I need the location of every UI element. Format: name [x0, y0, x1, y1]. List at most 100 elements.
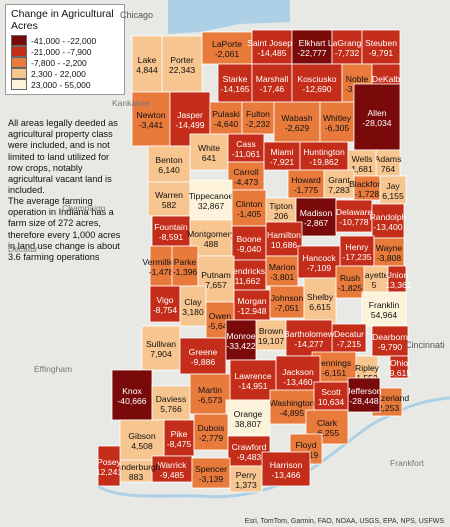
county-hancock[interactable]: Hancock-7,109: [297, 245, 341, 279]
county-marion[interactable]: Marion-3,801: [265, 255, 299, 287]
county-monroe[interactable]: Monroe-33,422: [225, 319, 257, 361]
county-lawrence[interactable]: Lawrence-14,951: [229, 359, 277, 401]
county-wayne[interactable]: Wayne-3,808: [373, 237, 405, 267]
county-fulton[interactable]: Fulton-2,232: [241, 101, 275, 135]
county-martin[interactable]: Martin-6,573: [189, 373, 231, 415]
county-shape[interactable]: [265, 255, 299, 287]
county-pike[interactable]: Pike-8,475: [163, 419, 195, 457]
county-marshall[interactable]: Marshall-17,46: [251, 63, 293, 103]
county-newton[interactable]: Newton-3,441: [131, 91, 171, 147]
county-shape[interactable]: [291, 63, 343, 103]
county-shape[interactable]: [287, 169, 325, 199]
county-wabash[interactable]: Wabash-2,629: [273, 101, 321, 143]
county-howard[interactable]: Howard-1,775: [287, 169, 325, 199]
county-shape[interactable]: [111, 369, 153, 421]
county-shape[interactable]: [389, 355, 409, 379]
county-laporte[interactable]: LaPorte-2,061: [201, 31, 253, 65]
county-shape[interactable]: [151, 455, 193, 483]
county-spencer[interactable]: Spencer-3,139: [191, 457, 231, 489]
county-shape[interactable]: [269, 285, 305, 319]
county-kosciusko[interactable]: Kosciusko-12,690: [291, 63, 343, 103]
county-shape[interactable]: [319, 101, 355, 143]
county-delaware[interactable]: Delaware-10,778: [335, 199, 373, 233]
county-jefferson[interactable]: Jefferson-28,448: [346, 377, 382, 413]
county-vigo[interactable]: Vigo-8,754: [149, 285, 181, 323]
county-elkhart[interactable]: Elkhart-22,777: [291, 29, 333, 65]
county-shape[interactable]: [231, 225, 267, 261]
county-madison[interactable]: Madison-2,867: [295, 197, 337, 237]
county-dubois[interactable]: Dubois-2,779: [193, 413, 229, 451]
county-shape[interactable]: [331, 323, 367, 353]
county-shape[interactable]: [297, 245, 341, 279]
county-blackford[interactable]: Blackford-1,728: [349, 175, 385, 201]
county-shape[interactable]: [131, 35, 163, 93]
county-ohio[interactable]: Ohio-9,615: [387, 355, 412, 379]
county-shape[interactable]: [119, 419, 165, 461]
county-shape[interactable]: [241, 101, 275, 135]
county-whitley[interactable]: Whitley-6,305: [319, 101, 355, 143]
county-shape[interactable]: [189, 133, 229, 171]
county-shape[interactable]: [295, 197, 337, 237]
county-shape[interactable]: [191, 457, 231, 489]
county-shape[interactable]: [361, 291, 407, 327]
county-shape[interactable]: [313, 381, 349, 411]
county-miami[interactable]: Miami-7,921: [263, 141, 301, 171]
county-shape[interactable]: [265, 221, 303, 257]
county-shape[interactable]: [251, 63, 293, 103]
county-starke[interactable]: Starke-14,165: [217, 63, 253, 103]
county-shape[interactable]: [193, 413, 229, 451]
county-decatur[interactable]: Decatur-7,215: [331, 323, 367, 353]
county-rush[interactable]: Rush-1,825: [335, 265, 365, 299]
county-shape[interactable]: [147, 145, 191, 183]
county-henry[interactable]: Henry-17,235: [339, 235, 375, 267]
county-shape[interactable]: [201, 31, 253, 65]
county-steuben[interactable]: Steuben-9,791: [361, 29, 401, 65]
county-shape[interactable]: [179, 337, 227, 375]
county-jackson[interactable]: Jackson-13,460: [275, 355, 321, 397]
county-harrison[interactable]: Harrison-13,466: [261, 451, 311, 487]
county-shape[interactable]: [275, 355, 321, 397]
county-clinton[interactable]: Clinton-1,405: [231, 189, 267, 227]
county-shape[interactable]: [97, 445, 121, 487]
county-shape[interactable]: [335, 199, 373, 233]
county-shape[interactable]: [255, 319, 287, 351]
county-union[interactable]: Union-13,361: [382, 265, 412, 293]
county-shape[interactable]: [141, 325, 181, 371]
county-shape[interactable]: [229, 465, 263, 493]
county-shape[interactable]: [303, 277, 337, 325]
county-parke[interactable]: Parke-1,396: [171, 245, 199, 287]
county-allen[interactable]: Allen-28,034: [353, 83, 401, 151]
county-greene[interactable]: Greene-9,886: [179, 337, 227, 375]
county-shape[interactable]: [265, 197, 297, 223]
county-fountain[interactable]: Fountain-8,591: [151, 215, 191, 247]
county-shape[interactable]: [347, 377, 381, 413]
county-huntington[interactable]: Huntington-19,862: [299, 141, 349, 171]
county-warrick[interactable]: Warrick-9,485: [151, 455, 193, 483]
county-johnson[interactable]: Johnson-7,051: [269, 285, 305, 319]
county-knox[interactable]: Knox-40,666: [111, 369, 153, 421]
county-carroll[interactable]: Carroll-4,473: [227, 161, 265, 191]
county-cass[interactable]: Cass-11,061: [227, 133, 265, 163]
county-bartholomew[interactable]: Bartholomew-14,277: [284, 319, 335, 357]
county-shape[interactable]: [149, 285, 181, 323]
county-dearborn[interactable]: Dearborn-9,790: [371, 325, 409, 357]
county-boone[interactable]: Boone-9,040: [231, 225, 267, 261]
